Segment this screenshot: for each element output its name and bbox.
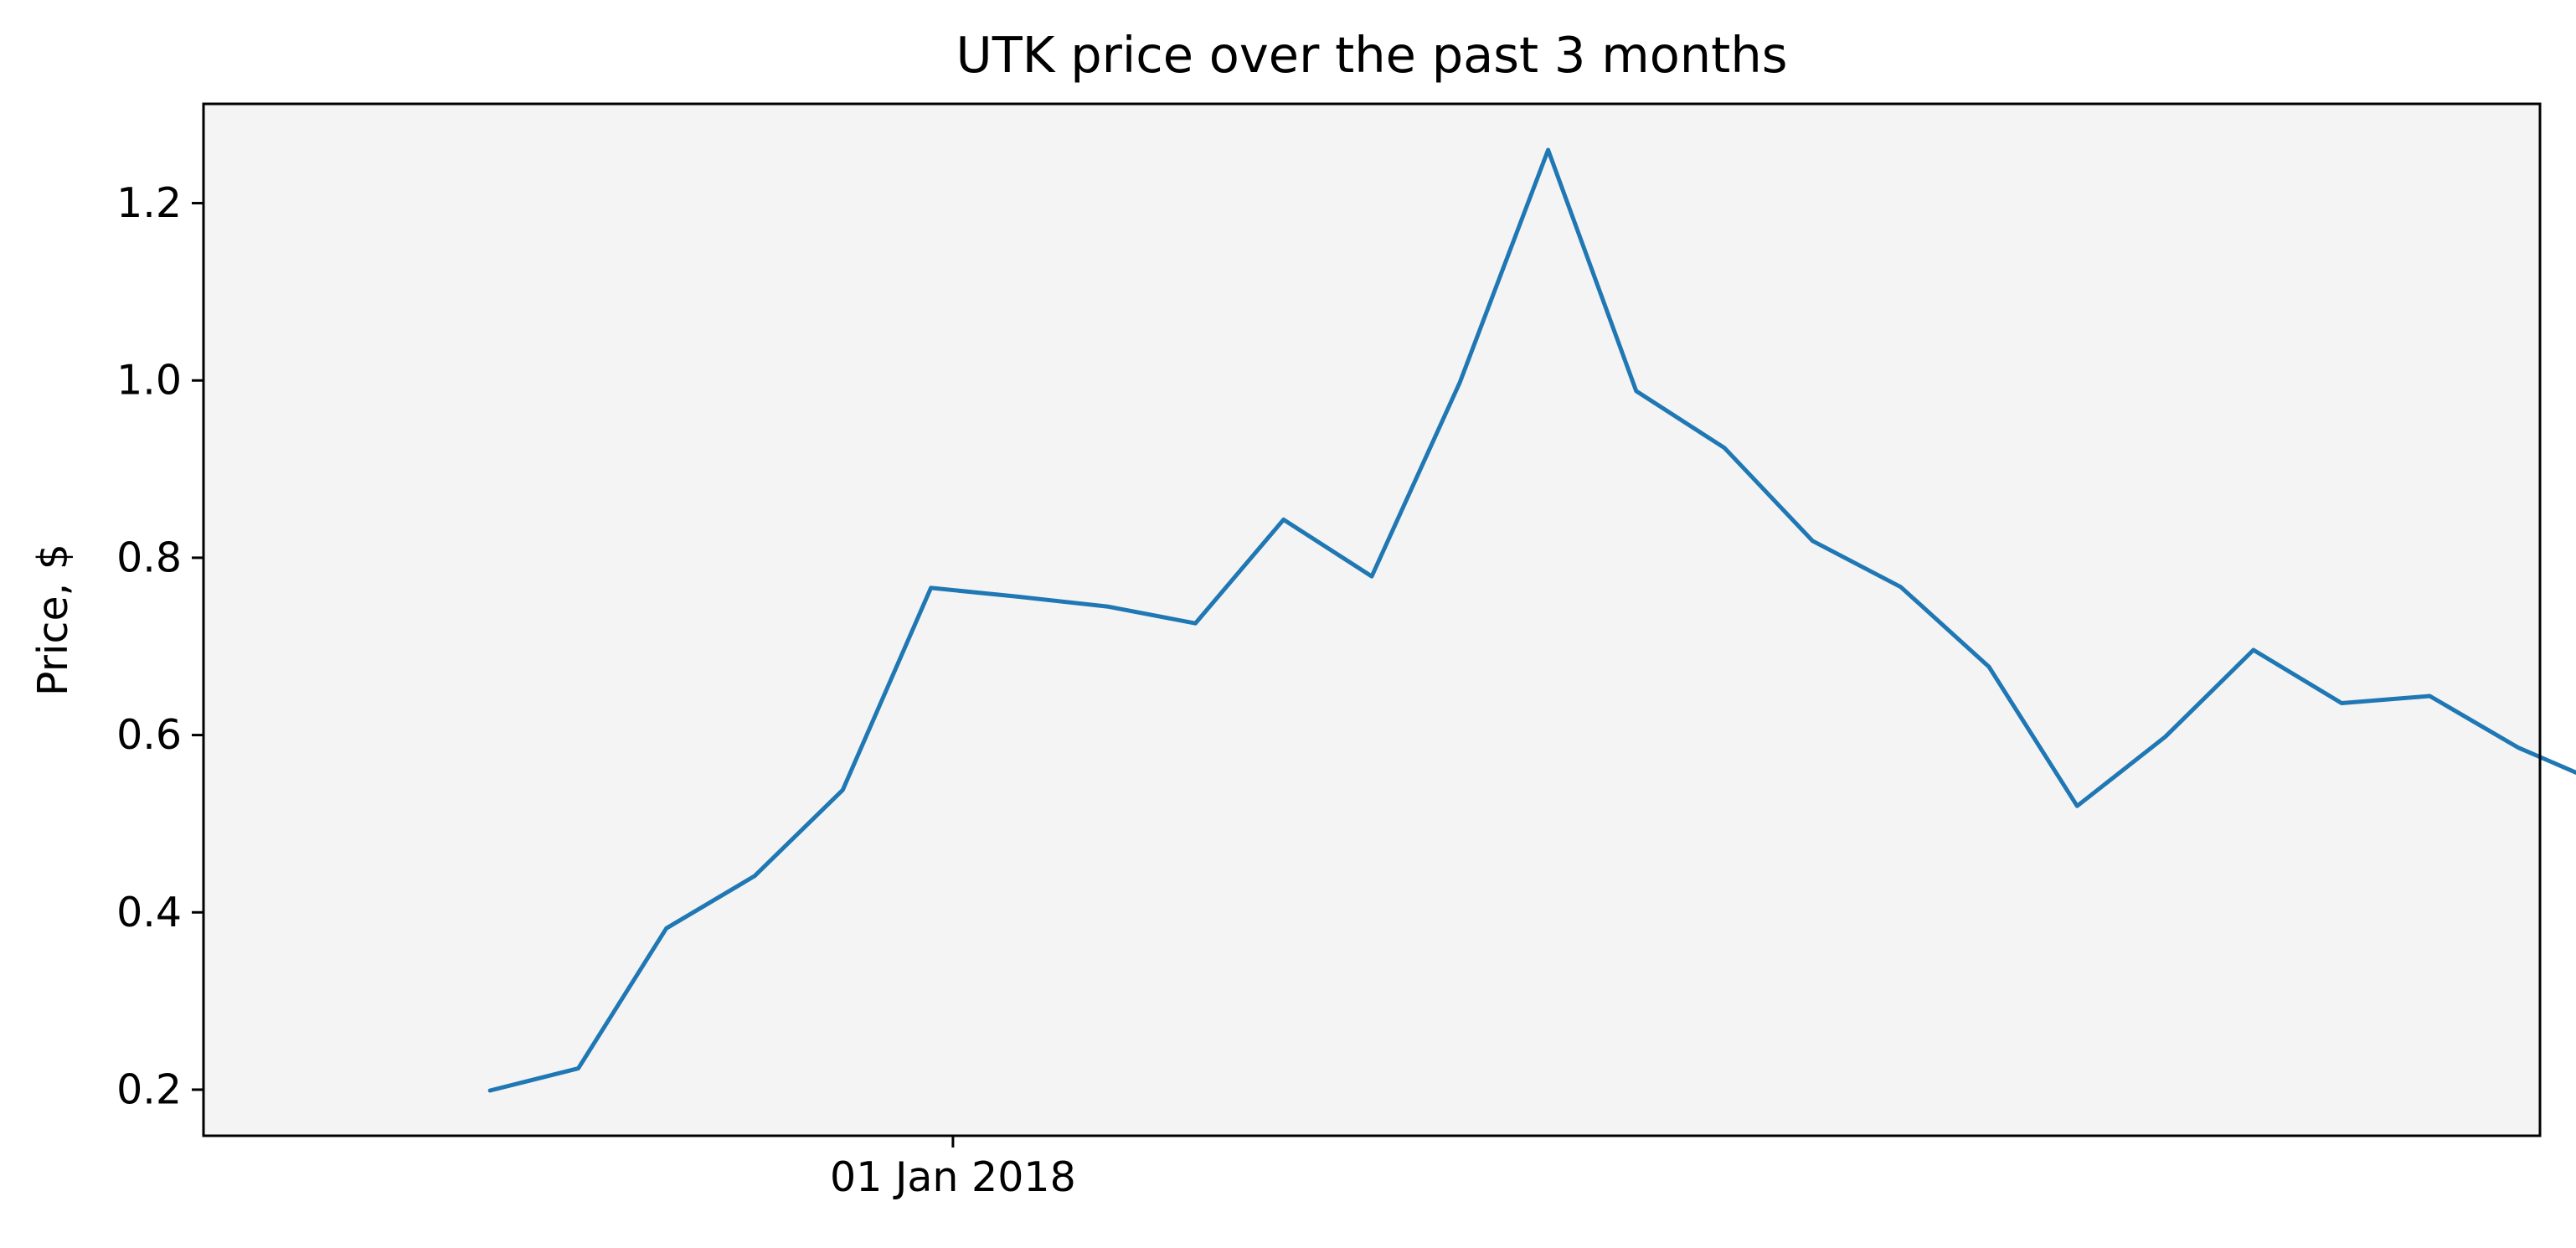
y-tick-label: 1.0	[116, 357, 182, 405]
y-axis-ticks: 0.2 0.4 0.6 0.8 1.0 1.2	[116, 179, 204, 1113]
y-tick-label: 0.4	[116, 889, 182, 936]
y-tick-label: 0.8	[116, 534, 182, 581]
y-axis-label: Price, $	[29, 544, 77, 696]
x-tick-label: 01 Jan 2018	[830, 1153, 1076, 1201]
plot-area-background	[204, 104, 2540, 1136]
chart-title: UTK price over the past 3 months	[956, 26, 1788, 84]
series-line	[487, 147, 2576, 1093]
plot-area-frame	[202, 102, 2542, 1137]
y-tick-label: 1.2	[116, 179, 182, 227]
y-tick-label: 0.2	[116, 1065, 182, 1113]
x-axis-ticks: 01 Jan 2018	[830, 1136, 1076, 1201]
y-tick-label: 0.6	[116, 711, 182, 759]
